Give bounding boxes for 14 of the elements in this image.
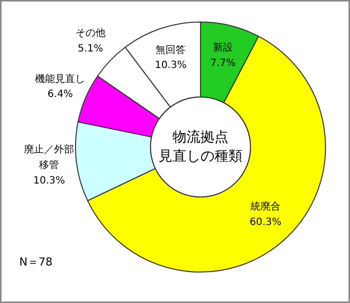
data-label: 5.1% — [78, 43, 104, 54]
slice-label: その他 — [75, 27, 106, 40]
text: N＝78 — [19, 256, 52, 269]
data-label: 10.3% — [154, 60, 187, 72]
data-label: 7.7% — [210, 58, 236, 70]
slice-label: 廃止／外部移管 — [24, 144, 74, 171]
slice-label: 機能見直し — [35, 72, 86, 85]
slice-label: 新設 — [212, 42, 233, 54]
slice-label: 無回答 — [156, 44, 186, 56]
data-label: 10.3% — [33, 175, 66, 186]
data-label: 6.4% — [48, 89, 73, 100]
slice-label: 統廃合 — [250, 200, 280, 212]
text: 物流拠点見直しの種類 — [158, 129, 242, 165]
data-label: 60.3% — [250, 216, 282, 228]
